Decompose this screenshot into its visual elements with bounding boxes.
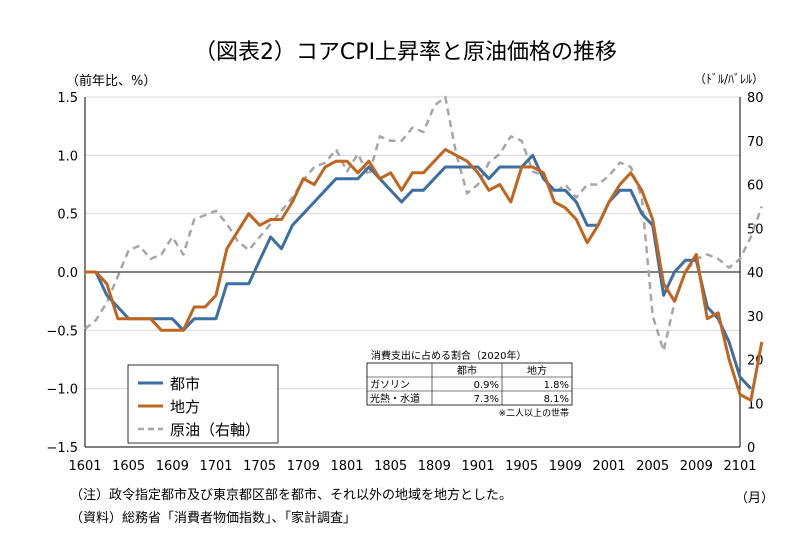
- tick-labels: 1.51.00.50.0−0.5−1.0−1.58070605040302010…: [46, 91, 763, 474]
- x-tick-label: 2005: [636, 459, 669, 474]
- inset-table-frame: [366, 362, 573, 406]
- y-left-tick-label: 1.0: [57, 149, 78, 164]
- x-tick-label: 1701: [199, 459, 232, 474]
- x-axis-unit: （月）: [735, 491, 775, 506]
- inset-cell: 0.9%: [474, 380, 499, 391]
- y-left-tick-label: 1.5: [57, 91, 78, 106]
- x-tick-label: 1601: [68, 459, 101, 474]
- series-line-chiho: [85, 148, 764, 402]
- y-right-tick-label: 40: [747, 266, 764, 281]
- x-tick-label: 1705: [243, 459, 276, 474]
- inset-row-label: ガソリン: [370, 379, 410, 391]
- y-right-tick-label: 50: [747, 222, 764, 237]
- inset-row-label: 光熱・水道: [370, 392, 420, 405]
- x-tick-label: 1901: [461, 459, 494, 474]
- legend-label-crude: 原油（右軸）: [170, 421, 260, 439]
- y-right-tick-label: 20: [747, 354, 764, 369]
- inset-table-title: 消費支出に占める割合（2020年）: [371, 349, 526, 362]
- y-left-tick-label: 0.0: [57, 266, 78, 281]
- y-left-tick-label: 0.5: [57, 208, 78, 223]
- left-axis-unit: （前年比、%）: [66, 74, 157, 89]
- series-line-crude: [84, 95, 763, 353]
- y-right-tick-label: 0: [747, 441, 755, 456]
- x-tick-label: 1605: [112, 459, 145, 474]
- inset-col-toshi: 都市: [457, 364, 477, 377]
- x-tick-label: 2101: [723, 459, 756, 474]
- right-axis-unit: （ﾄﾞﾙ/ﾊﾞﾚﾙ）: [694, 72, 765, 86]
- inset-table: 消費支出に占める割合（2020年） 都市 地方 ガソリン 0.9% 1.8% 光…: [366, 349, 573, 419]
- y-right-tick-label: 80: [747, 91, 764, 106]
- y-left-tick-label: −1.0: [46, 383, 78, 398]
- legend-label-chiho: 地方: [170, 398, 200, 416]
- legend: 都市 地方 原油（右軸）: [127, 364, 279, 444]
- inset-table-footnote: ※二人以上の世帯: [498, 407, 569, 419]
- legend-label-toshi: 都市: [170, 375, 200, 393]
- inset-cell: 8.1%: [544, 394, 569, 405]
- y-left-tick-label: −0.5: [46, 324, 78, 339]
- y-left-tick-label: −1.5: [46, 441, 78, 456]
- inset-col-chiho: 地方: [527, 364, 547, 377]
- y-right-tick-label: 70: [747, 135, 764, 150]
- chart-title: （図表2）コアCPI上昇率と原油価格の推移: [193, 40, 618, 65]
- note-source: （資料）総務省「消費者物価指数」、「家計調査」: [70, 511, 357, 526]
- series-lines: [84, 95, 764, 402]
- y-right-tick-label: 30: [747, 310, 764, 325]
- note-definition: （注）政令指定都市及び東京都区部を都市、それ以外の地域を地方とした。: [70, 488, 513, 503]
- y-right-tick-label: 60: [747, 179, 764, 194]
- x-tick-label: 1805: [374, 459, 407, 474]
- x-tick-label: 1905: [505, 459, 538, 474]
- x-tick-label: 1709: [287, 459, 320, 474]
- series-line-toshi: [85, 153, 752, 390]
- x-tick-label: 1909: [549, 459, 582, 474]
- x-tick-label: 1609: [156, 459, 189, 474]
- x-tick-label: 1809: [418, 459, 451, 474]
- inset-cell: 1.8%: [544, 380, 569, 391]
- x-tick-label: 2009: [680, 459, 713, 474]
- x-tick-label: 1801: [330, 459, 363, 474]
- inset-cell: 7.3%: [474, 394, 499, 405]
- x-tick-label: 2001: [592, 459, 625, 474]
